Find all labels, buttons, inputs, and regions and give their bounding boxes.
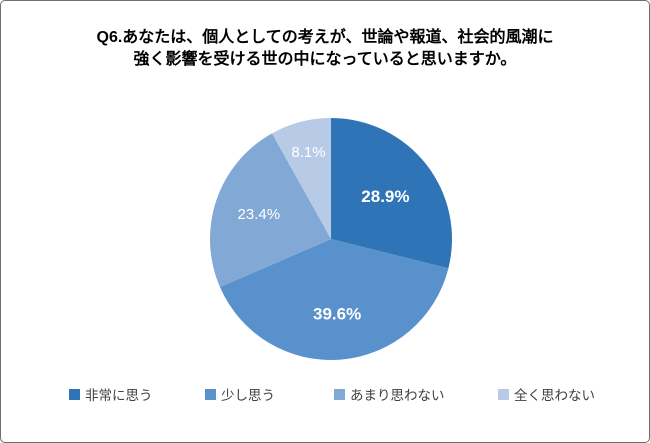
legend-label: 少し思う xyxy=(221,388,275,403)
legend-item-3: あまり思わない xyxy=(334,384,445,404)
legend-swatch-icon xyxy=(498,388,509,400)
legend-item-1: 非常に思う xyxy=(69,384,153,404)
pie-data-label-3: 23.4% xyxy=(238,206,281,223)
legend-swatch-icon xyxy=(205,388,216,400)
pie-slice-2-少し思う xyxy=(219,239,449,361)
legend-label: 非常に思う xyxy=(85,388,153,403)
pie-slice-1-非常に思う xyxy=(331,118,453,269)
pie-data-label-1: 28.9% xyxy=(361,187,409,206)
legend-swatch-icon xyxy=(69,388,80,400)
chart-title-line2: 強く影響を受ける世の中になっていると思いますか。 xyxy=(133,51,517,68)
legend: 非常に思う 少し思う あまり思わない 全く思わない xyxy=(1,384,649,404)
pie-slice-3-あまり思わない xyxy=(210,133,331,288)
pie-data-label-2: 39.6% xyxy=(313,304,361,323)
legend-label: あまり思わない xyxy=(350,388,445,403)
pie-data-label-4: 8.1% xyxy=(291,144,325,161)
chart-title-line1: Q6.あなたは、個人としての考えが、世論や報道、社会的風潮に xyxy=(96,29,554,46)
legend-swatch-icon xyxy=(334,388,345,400)
legend-item-4: 全く思わない xyxy=(498,384,595,404)
pie-slice-4-全く思わない xyxy=(272,118,331,239)
chart-title: Q6.あなたは、個人としての考えが、世論や報道、社会的風潮に 強く影響を受ける世… xyxy=(1,27,649,71)
legend-item-2: 少し思う xyxy=(205,384,275,404)
legend-label: 全く思わない xyxy=(514,388,595,403)
